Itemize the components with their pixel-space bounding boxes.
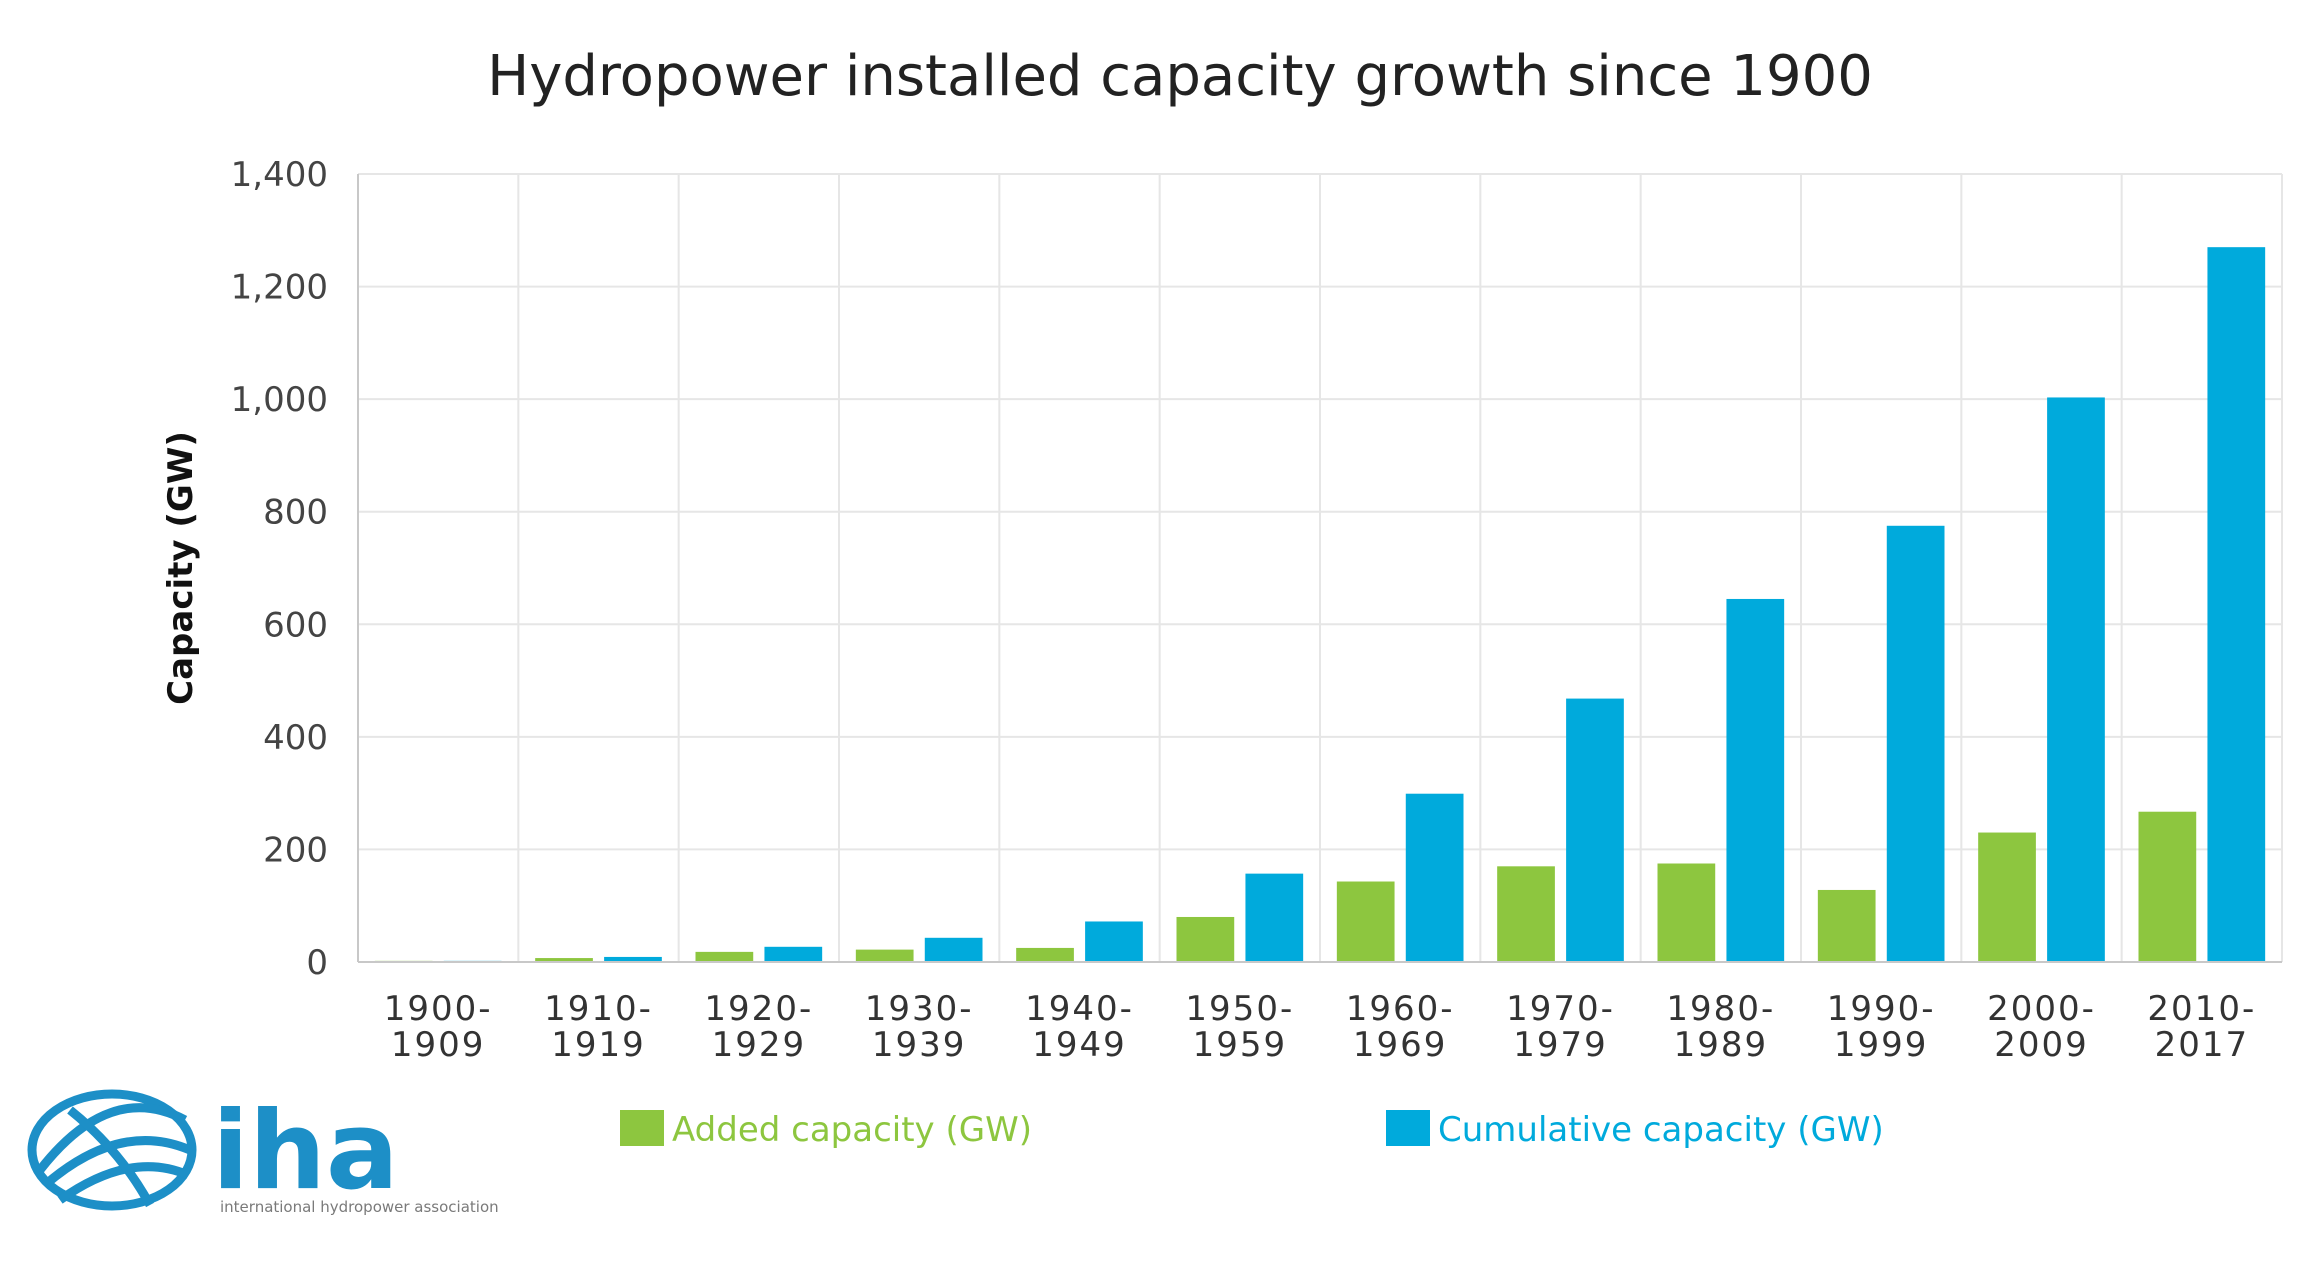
x-tick-label: 1929 xyxy=(712,1025,807,1065)
added-capacity-bar xyxy=(2138,811,2197,962)
x-tick-label: 1910- xyxy=(544,989,653,1029)
x-tick-label: 1999 xyxy=(1834,1025,1929,1065)
added-capacity-bar xyxy=(1978,832,2036,962)
x-tick-label: 1959 xyxy=(1193,1025,1288,1065)
globe-icon xyxy=(27,1089,197,1211)
cumulative-capacity-bar xyxy=(1405,793,1464,962)
x-tick-label: 1980- xyxy=(1666,989,1775,1029)
x-tick-label: 1919 xyxy=(551,1025,646,1065)
cumulative-capacity-bar xyxy=(1726,598,1785,962)
x-tick-label: 1940- xyxy=(1025,989,1134,1029)
x-tick-label: 1949 xyxy=(1032,1025,1127,1065)
cumulative-capacity-bar xyxy=(604,956,662,962)
cumulative-capacity-bar xyxy=(1566,698,1624,962)
chart-title: Hydropower installed capacity growth sin… xyxy=(487,44,1873,109)
bars xyxy=(374,247,2266,962)
added-capacity-bar xyxy=(855,949,914,962)
x-tick-label: 1970- xyxy=(1506,989,1615,1029)
cumulative-capacity-bar xyxy=(764,946,823,962)
x-tick-label: 1920- xyxy=(704,989,813,1029)
y-tick-label: 1,000 xyxy=(231,380,328,420)
y-tick-label: 800 xyxy=(263,493,328,533)
added-capacity-bar xyxy=(1176,916,1235,962)
cumulative-capacity-bar xyxy=(1886,525,1945,962)
cumulative-capacity-bar xyxy=(924,937,983,962)
y-tick-label: 400 xyxy=(263,718,328,758)
x-tick-label: 1930- xyxy=(865,989,974,1029)
legend-label: Added capacity (GW) xyxy=(672,1110,1032,1150)
x-tick-label: 1989 xyxy=(1674,1025,1769,1065)
cumulative-capacity-bar xyxy=(1085,921,1143,962)
added-capacity-bar xyxy=(1336,881,1395,962)
x-tick-label: 1950- xyxy=(1185,989,1294,1029)
y-tick-label: 0 xyxy=(306,943,328,983)
y-tick-label: 1,200 xyxy=(231,268,328,308)
cumulative-capacity-bar xyxy=(1245,873,1304,962)
x-tick-label: 1900- xyxy=(384,989,493,1029)
cumulative-capacity-bar xyxy=(2207,247,2266,962)
x-tick-label: 1969 xyxy=(1353,1025,1448,1065)
added-capacity-bar xyxy=(695,951,754,962)
y-axis-label: Capacity (GW) xyxy=(161,431,201,705)
legend-label: Cumulative capacity (GW) xyxy=(1438,1110,1884,1150)
logo-text: iha xyxy=(212,1089,399,1214)
added-capacity-bar xyxy=(1817,889,1876,962)
legend-swatch xyxy=(620,1110,664,1146)
x-tick-label: 1979 xyxy=(1513,1025,1608,1065)
x-tick-label: 2010- xyxy=(2147,989,2256,1029)
added-capacity-bar xyxy=(1657,863,1716,962)
cumulative-capacity-bar xyxy=(2047,397,2105,962)
x-tick-label: 2017 xyxy=(2155,1025,2250,1065)
axes: 0 200 400 600 800 1,000 1,200 1,400 1900-1909 191… xyxy=(231,155,2282,1065)
added-capacity-bar xyxy=(1016,947,1074,962)
x-tick-label: 2009 xyxy=(1994,1025,2089,1065)
grid xyxy=(357,173,2283,963)
x-tick-label: 1939 xyxy=(872,1025,967,1065)
legend: Added capacity (GW) Cumulative capacity (… xyxy=(620,1110,1884,1150)
legend-swatch xyxy=(1386,1110,1430,1146)
x-tick-label: 1990- xyxy=(1827,989,1936,1029)
x-tick-label: 1960- xyxy=(1346,989,1455,1029)
x-tick-label: 1909 xyxy=(391,1025,486,1065)
y-tick-label: 600 xyxy=(263,605,328,645)
x-tick-label: 2000- xyxy=(1987,989,2096,1029)
added-capacity-bar xyxy=(1497,866,1555,962)
y-tick-label: 200 xyxy=(263,830,328,870)
y-tick-label: 1,400 xyxy=(231,155,328,195)
logo-subtitle: international hydropower association xyxy=(220,1198,499,1216)
iha-logo: iha international hydropower association xyxy=(27,1089,499,1216)
added-capacity-bar xyxy=(535,958,593,962)
